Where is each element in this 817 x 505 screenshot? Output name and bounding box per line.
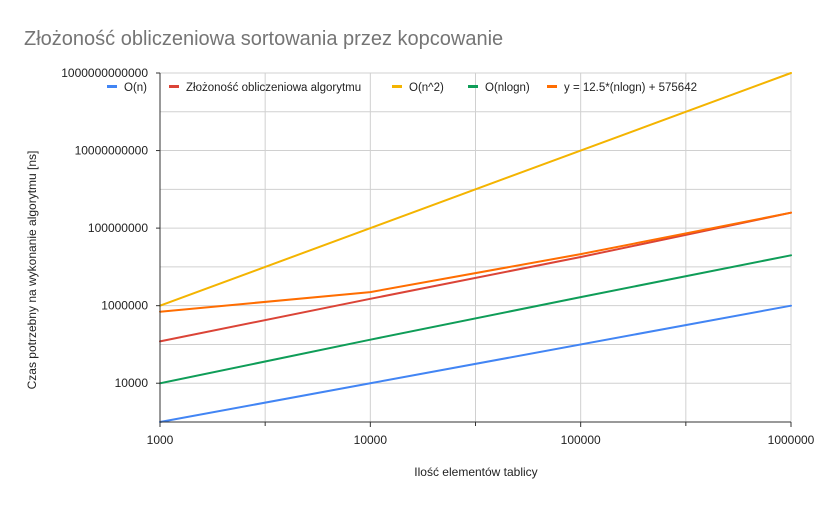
legend-swatch — [107, 85, 117, 88]
legend-label: y = 12.5*(nlogn) + 575642 — [564, 82, 697, 94]
series-line-1 — [159, 211, 792, 343]
x-tick-label: 1000000 — [768, 433, 815, 447]
legend-swatch — [169, 85, 179, 88]
legend-label: O(n^2) — [409, 82, 444, 94]
grid — [159, 72, 792, 423]
legend-label: Złożoność obliczeniowa algorytmu — [186, 82, 361, 94]
series-line-0 — [159, 304, 792, 423]
chart-title: Złożoność obliczeniowa sortowania przez … — [24, 28, 503, 50]
y-tick-label: 10000 — [115, 376, 149, 390]
y-tick-label: 1000000000000 — [61, 66, 148, 80]
legend-swatch — [468, 85, 478, 88]
legend-swatch — [392, 85, 402, 88]
legend-swatch — [547, 85, 557, 88]
series-lines — [159, 72, 792, 423]
x-tick-label: 1000 — [147, 433, 174, 447]
y-tick-label: 100000000 — [88, 221, 148, 235]
y-tick-label: 10000000000 — [75, 144, 149, 158]
legend-label: O(n) — [124, 82, 147, 94]
x-axis-label: Ilość elementów tablicy — [414, 465, 537, 479]
x-tick-label: 100000 — [561, 433, 601, 447]
series-line-3 — [159, 254, 792, 385]
legend-label: O(nlogn) — [485, 82, 530, 94]
y-axis-label: Czas potrzebny na wykonanie algorytmu [n… — [25, 151, 39, 390]
axes: 1000 10000 100000 1000000 10000 1000000 100000… — [61, 66, 814, 447]
series-line-2 — [159, 72, 792, 307]
series-line-4 — [159, 211, 792, 313]
x-tick-label: 10000 — [354, 433, 388, 447]
legend: O(n) Złożoność obliczeniowa algorytmu O(n^… — [107, 82, 697, 94]
y-tick-label: 1000000 — [101, 299, 148, 313]
